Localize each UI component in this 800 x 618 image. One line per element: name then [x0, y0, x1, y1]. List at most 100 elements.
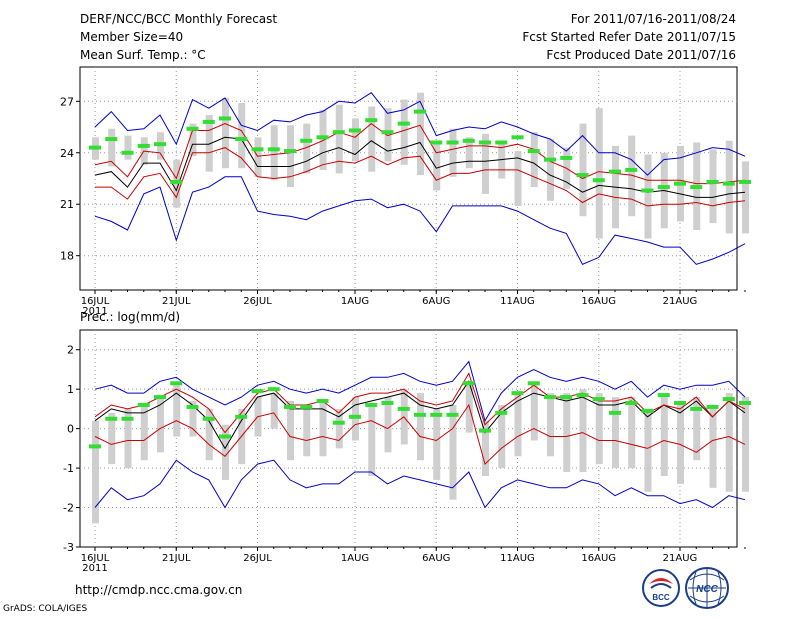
panel2-xtick-label: 16JUL [81, 553, 110, 564]
panel1-observed-mark [479, 140, 491, 145]
panel1-observed-mark [527, 149, 540, 154]
panel2-ytick-label: -1 [63, 462, 74, 475]
panel2-observed-mark [397, 406, 410, 411]
panel2-ensemble-box [335, 408, 343, 449]
panel2-series-lower-line [94, 403, 746, 466]
panel2-ensemble-box [628, 397, 636, 469]
panel2-observed-mark [674, 400, 686, 405]
panel1-ytick-label: 21 [60, 198, 74, 211]
panel2-observed-mark [446, 412, 459, 417]
panel1-observed-mark [641, 188, 654, 193]
panel2-observed-mark [641, 408, 654, 413]
panel1-observed-mark [414, 109, 426, 114]
panel2-observed-mark [137, 402, 150, 407]
panel2-observed-mark [414, 412, 426, 417]
panel1-ensemble-box [628, 135, 636, 217]
panel1-observed-mark [657, 185, 670, 190]
panel1-observed-mark [154, 142, 166, 147]
panel2-ensemble-box [644, 408, 652, 492]
panel2-observed-mark [381, 400, 394, 405]
forecast-start-date: Fcst Started Refer Date 2011/07/15 [522, 30, 736, 44]
panel1-ensemble-box [547, 139, 554, 201]
panel1-observed-mark [592, 178, 605, 183]
ncc-logo: NCC [685, 567, 729, 609]
panel2-observed-mark [560, 395, 573, 400]
panel1-observed-mark [137, 143, 150, 148]
panel2-ensemble-box [579, 389, 587, 473]
panel2-ensemble-box [157, 397, 164, 453]
panel1-observed-mark [170, 179, 183, 184]
panel2-ensemble-box [287, 401, 294, 461]
panel1-observed-mark [349, 128, 361, 133]
panel2-ensemble-box [595, 393, 603, 465]
panel2-observed-mark [89, 444, 101, 449]
panel1-observed-mark [576, 173, 589, 178]
panel2-observed-mark [576, 393, 589, 398]
panel1-observed-mark [300, 138, 313, 143]
panel1-observed-mark [397, 121, 410, 126]
panel2-observed-mark [186, 404, 199, 409]
panel2-observed-mark [202, 416, 215, 421]
panel1-observed-mark [121, 150, 134, 155]
panel2-ensemble-box [563, 393, 571, 473]
panel1-ensemble-box [530, 132, 538, 188]
panel2-observed-mark [332, 420, 345, 425]
panel1-observed-mark [625, 167, 638, 172]
panel2-observed-mark [592, 397, 605, 402]
panel2-ensemble-box [319, 401, 327, 457]
panel1-xtick-label: 1AUG [341, 296, 369, 307]
panel1-ensemble-box [189, 123, 197, 157]
panel1-observed-mark [511, 135, 524, 140]
website-url[interactable]: http://cmdp.ncc.cma.gov.cn [75, 583, 243, 597]
panel2-ensemble-box [303, 408, 311, 457]
panel1-ensemble-box [205, 115, 213, 172]
panel2-observed-mark [235, 414, 248, 419]
panel2-ensemble-box [725, 393, 733, 492]
ncc-logo-text: NCC [696, 584, 718, 595]
panel1-ensemble-box [303, 123, 311, 174]
panel2-observed-mark [251, 389, 264, 394]
panel2-xtick-label: 11AUG [500, 553, 535, 564]
panel2-ytick-label: 0 [67, 423, 74, 436]
panel1-observed-mark [267, 147, 280, 152]
panel1-observed-mark [316, 135, 329, 140]
panel2-series-min-line [94, 459, 746, 509]
panel2-ensemble-box [270, 393, 278, 429]
panel2-ensemble-box [612, 397, 619, 469]
panel2-ensemble-box [660, 397, 668, 476]
panel1-ensemble-box [579, 123, 587, 217]
panel2-observed-mark [657, 393, 670, 398]
panel2-ytick-label: 1 [67, 383, 74, 396]
panel2-xtick-label: 26JUL [243, 553, 272, 564]
panel1-xtick-label: 21AUG [663, 296, 698, 307]
panel2-observed-mark [154, 395, 166, 400]
panel2-series-mean-line [94, 380, 746, 450]
panel1-xtick-label: 6AUG [422, 296, 450, 307]
panel2-ensemble-box [205, 408, 213, 461]
panel2-xtick-label: 21JUL [162, 553, 191, 564]
panel2-observed-mark [544, 395, 556, 400]
panel2-ytick-label: -3 [63, 541, 74, 554]
panel1-observed-mark [284, 149, 296, 154]
panel2-ensemble-box [693, 397, 701, 461]
bcc-logo-text: BCC [652, 593, 670, 602]
panel1-ytick-label: 24 [60, 147, 74, 160]
panel2-observed-mark [462, 381, 475, 386]
panel1-observed-mark [739, 179, 751, 184]
panel1-ensemble-box [400, 99, 408, 165]
panel2-ensemble-box [140, 404, 148, 461]
panel1-observed-mark [609, 169, 621, 174]
panel1-ensemble-box [449, 128, 457, 177]
panel1-ensemble-box [222, 97, 229, 169]
panel1-ensemble-box [498, 142, 506, 179]
grads-credit: GrADS: COLA/IGES [3, 604, 88, 614]
panel2-ensemble-box [742, 397, 749, 492]
panel1-ensemble-box [124, 135, 132, 160]
panel1-ensemble-box [270, 125, 278, 181]
panel2-xtick-label: 1AUG [341, 553, 369, 564]
panel2-ensemble-box [449, 404, 457, 500]
panel2-observed-mark [609, 410, 621, 415]
panel1-ensemble-box [417, 92, 424, 176]
panel2-ensemble-box [530, 385, 538, 441]
